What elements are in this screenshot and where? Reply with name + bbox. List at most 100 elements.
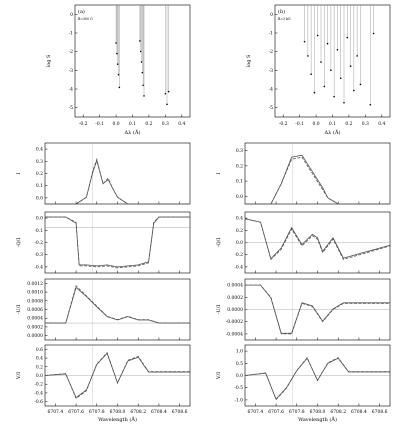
- x-tick-label-wavelength: 6707.6: [268, 409, 284, 415]
- y-tick-label-b: -1: [269, 31, 274, 37]
- series-line-U_a-1: [45, 286, 190, 324]
- series-line-I_b-0: [245, 156, 390, 205]
- y-tick-label-b: -4: [269, 87, 274, 93]
- plot-frame-a: [74, 4, 191, 118]
- x-tick-label-wavelength: 6708.0: [110, 409, 126, 415]
- series-line-I_b-1: [245, 154, 390, 205]
- stem-marker: [117, 73, 120, 76]
- y-tick-label-U_b: -0.0002: [226, 319, 243, 325]
- x-tick-label-a: -0.2: [79, 121, 88, 127]
- x-tick-label-b: 0.4: [378, 121, 385, 127]
- y-tick-label-Q_b: -0.2: [234, 252, 243, 258]
- y-tick-label-U_a: 0.0002: [27, 324, 43, 330]
- field-label-b: B=3 kG: [278, 17, 291, 21]
- x-tick-label-wavelength: 6708.6: [372, 409, 388, 415]
- y-tick-label-U_b: 0.0002: [227, 295, 243, 301]
- x-tick-label-wavelength: 6708.6: [172, 409, 188, 415]
- y-tick-label-I_a: 0.1: [36, 183, 43, 189]
- x-tick-label-wavelength: 6707.4: [47, 409, 63, 415]
- y-tick-label-I_b: 0.1: [236, 179, 243, 185]
- stem-marker: [330, 69, 332, 71]
- stem-marker: [115, 42, 117, 44]
- y-tick-label-V_b: 0.5: [236, 361, 243, 367]
- x-tick-label-wavelength: 6707.4: [247, 409, 263, 415]
- x-tick-label-a: 0.3: [162, 121, 169, 127]
- x-tick-label-b: 0.2: [345, 121, 352, 127]
- y-tick-label-I_a: 0.4: [36, 147, 43, 153]
- y-tick-label-a: -3: [69, 68, 74, 74]
- x-tick-label-b: 0.3: [362, 121, 369, 127]
- y-tick-label-I_b: 0.2: [236, 163, 243, 169]
- stem-marker: [333, 95, 335, 98]
- y-tick-label-Q_a: 0.0: [36, 216, 43, 222]
- y-tick-label-Q_b: 0.4: [236, 216, 243, 222]
- y-tick-label-V_b: 1.0: [236, 349, 243, 355]
- series-line-Q_a-0: [45, 216, 190, 269]
- y-axis-label-Q_b: -Q/I: [216, 238, 222, 247]
- x-tick-label-a: 0.4: [178, 121, 185, 127]
- x-axis-label-wavelength: Wavelength (Å): [98, 415, 137, 423]
- y-tick-label-V_b: 0.0: [236, 373, 243, 379]
- y-tick-label-Q_b: 0.0: [236, 240, 243, 246]
- stem-marker: [116, 63, 119, 65]
- stem-marker: [359, 83, 362, 86]
- x-tick-label-wavelength: 6708.2: [130, 409, 146, 415]
- y-tick-label-a: -1: [69, 31, 74, 37]
- field-label-a: B=300 G: [78, 17, 93, 21]
- plot-frame-U_a: [44, 278, 191, 341]
- y-tick-label-V_b: -0.5: [234, 385, 243, 391]
- plot-frame-I_b: [244, 142, 391, 205]
- y-tick-label-U_a: 0.0008: [27, 298, 43, 304]
- y-axis-label-I_a: I: [16, 172, 22, 174]
- y-axis-label-a: log S: [46, 54, 52, 67]
- y-tick-label-I_a: 0.3: [36, 159, 43, 165]
- stem-marker: [316, 34, 319, 37]
- series-line-U_a-0: [45, 285, 190, 324]
- x-tick-label-b: 0.0: [312, 121, 319, 127]
- y-tick-label-Q_a: -0.4: [34, 264, 43, 270]
- stem-marker: [139, 50, 142, 53]
- series-line-Q_b-1: [244, 218, 391, 260]
- plot-frame-Q_a: [44, 211, 191, 274]
- stem-marker: [323, 85, 326, 88]
- y-tick-label-I_a: 0.2: [36, 171, 43, 177]
- stem-marker: [339, 77, 342, 80]
- y-tick-label-b: -3: [269, 68, 274, 74]
- y-tick-label-U_b: -0.0004: [226, 331, 243, 337]
- x-tick-label-a: 0.0: [112, 121, 119, 127]
- series-line-V_a-1: [44, 352, 190, 399]
- plot-frame-b: [274, 4, 391, 118]
- y-tick-label-U_a: 0.0000: [27, 333, 43, 339]
- x-axis-label-b: Δλ (Å): [325, 128, 341, 136]
- y-axis-label-U_a: -U/I: [16, 305, 22, 315]
- y-tick-label-U_b: 0.0000: [227, 307, 243, 313]
- y-tick-label-V_a: -0.4: [34, 390, 43, 396]
- stem-marker: [320, 61, 322, 63]
- x-tick-label-a: -0.1: [95, 121, 104, 127]
- x-tick-label-wavelength: 6707.8: [289, 409, 305, 415]
- y-tick-label-b: -2: [269, 49, 274, 55]
- stem-marker: [116, 52, 118, 55]
- y-tick-label-I_a: 0.0: [36, 195, 43, 201]
- stem-marker: [369, 103, 372, 106]
- x-tick-label-b: 0.1: [329, 121, 336, 127]
- stem-marker: [167, 90, 170, 93]
- stem-marker: [349, 65, 352, 67]
- y-tick-label-Q_b: 0.2: [236, 228, 243, 234]
- x-tick-label-wavelength: 6708.4: [351, 409, 367, 415]
- stem-marker: [307, 55, 309, 57]
- y-tick-label-a: -2: [69, 49, 74, 55]
- y-tick-label-Q_a: -0.2: [34, 240, 43, 246]
- y-tick-label-a: -5: [69, 105, 74, 111]
- stem-marker: [139, 40, 141, 42]
- y-tick-label-I_b: 0.0: [236, 194, 243, 200]
- stem-marker: [141, 71, 144, 74]
- y-tick-label-Q_b: -0.4: [234, 264, 243, 270]
- plot-frame-I_a: [44, 142, 191, 205]
- x-tick-label-wavelength: 6708.2: [330, 409, 346, 415]
- series-line-U_b-1: [245, 284, 390, 334]
- x-tick-label-wavelength: 6707.6: [68, 409, 84, 415]
- y-tick-label-U_b: 0.0004: [227, 283, 243, 289]
- y-tick-label-V_a: -0.2: [34, 382, 43, 388]
